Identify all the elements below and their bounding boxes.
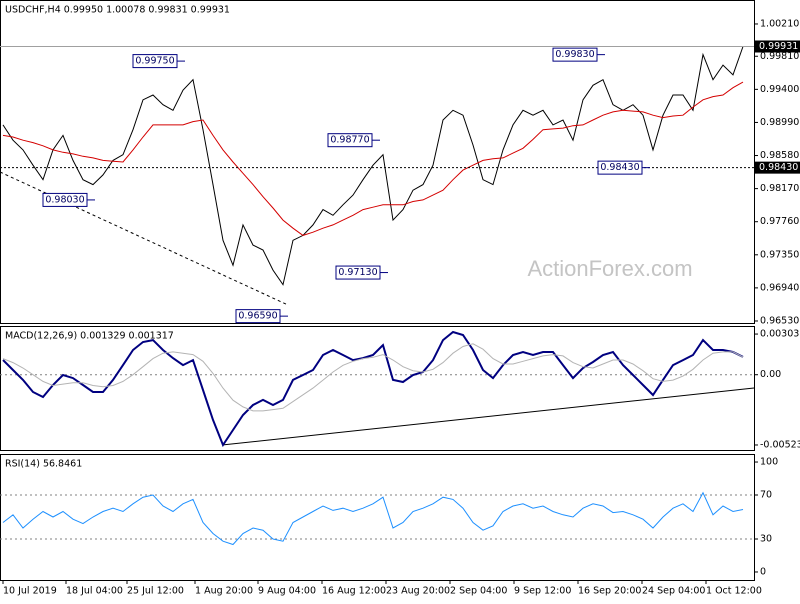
annotation-box bbox=[552, 47, 598, 62]
x-tick-label: 10 Jul 2019 bbox=[3, 586, 57, 597]
price-label-box bbox=[755, 161, 800, 174]
x-tick-label: 18 Jul 04:00 bbox=[66, 586, 123, 597]
y-tick-label: 0.98990 bbox=[760, 117, 799, 128]
price-label: 0.98430 bbox=[759, 162, 798, 173]
trend-line bbox=[221, 387, 755, 446]
y-tick-label: 0.96530 bbox=[760, 315, 799, 326]
panel-frame bbox=[0, 454, 755, 581]
series-line bbox=[2, 81, 744, 236]
y-tick-label: 0.99810 bbox=[760, 51, 799, 62]
y-tick-label: -0.005236 bbox=[760, 439, 800, 450]
y-tick-label: 0 bbox=[760, 566, 766, 577]
annotation-label: 0.99830 bbox=[555, 49, 594, 60]
annotation-box bbox=[42, 192, 88, 207]
y-tick-label: 30 bbox=[760, 533, 772, 544]
series-line bbox=[2, 343, 744, 412]
panel-title: RSI(14) 56.8461 bbox=[5, 459, 82, 470]
x-tick-label: 16 Sep 20:00 bbox=[578, 586, 641, 597]
annotation-label: 0.98030 bbox=[45, 194, 84, 205]
x-tick-label: 25 Jul 12:00 bbox=[127, 586, 184, 597]
annotation-label: 0.98430 bbox=[600, 162, 639, 173]
x-tick-label: 1 Oct 12:00 bbox=[706, 586, 762, 597]
y-tick-label: 0.98170 bbox=[760, 183, 799, 194]
y-tick-label: 70 bbox=[760, 490, 772, 501]
annotation-box bbox=[335, 265, 381, 280]
annotation-box bbox=[235, 309, 281, 324]
annotation-label: 0.96590 bbox=[238, 311, 277, 322]
panel-frame bbox=[0, 0, 755, 324]
x-tick-label: 16 Aug 12:00 bbox=[322, 586, 386, 597]
watermark: ActionForex.com bbox=[527, 256, 692, 281]
y-tick-label: 0.97760 bbox=[760, 216, 799, 227]
x-tick-label: 23 Aug 20:00 bbox=[386, 586, 450, 597]
annotation-box bbox=[132, 54, 178, 69]
y-tick-label: 100 bbox=[760, 457, 778, 468]
series-line bbox=[2, 46, 744, 286]
annotation-box bbox=[597, 160, 643, 175]
y-tick-label: 0.98580 bbox=[760, 150, 799, 161]
x-tick-label: 2 Sep 04:00 bbox=[450, 586, 507, 597]
series-line bbox=[2, 491, 744, 546]
y-tick-label: 0.00 bbox=[760, 369, 781, 380]
x-tick-label: 9 Sep 12:00 bbox=[514, 586, 571, 597]
x-tick-label: 24 Sep 04:00 bbox=[642, 586, 705, 597]
y-tick-label: 1.00210 bbox=[760, 18, 799, 29]
annotation-label: 0.99750 bbox=[135, 56, 174, 67]
price-label: 0.99931 bbox=[759, 41, 798, 52]
panel-title: USDCHF,H4 0.99950 1.00078 0.99831 0.9993… bbox=[5, 5, 230, 16]
x-tick-label: 9 Aug 04:00 bbox=[258, 586, 316, 597]
panel-title: MACD(12,26,9) 0.001329 0.001317 bbox=[5, 331, 174, 342]
series-line bbox=[2, 330, 744, 448]
annotation-label: 0.97130 bbox=[338, 267, 377, 278]
price-label-box bbox=[755, 40, 800, 53]
y-tick-label: 0.99400 bbox=[760, 84, 799, 95]
trend-line bbox=[0, 171, 289, 306]
y-tick-label: 0.97350 bbox=[760, 249, 799, 260]
x-tick-label: 1 Aug 20:00 bbox=[195, 586, 253, 597]
y-tick-label: 0.00303 bbox=[760, 329, 799, 340]
y-tick-label: 0.96940 bbox=[760, 282, 799, 293]
annotation-label: 0.98770 bbox=[330, 135, 369, 146]
annotation-box bbox=[327, 133, 373, 148]
panel-frame bbox=[0, 326, 755, 451]
